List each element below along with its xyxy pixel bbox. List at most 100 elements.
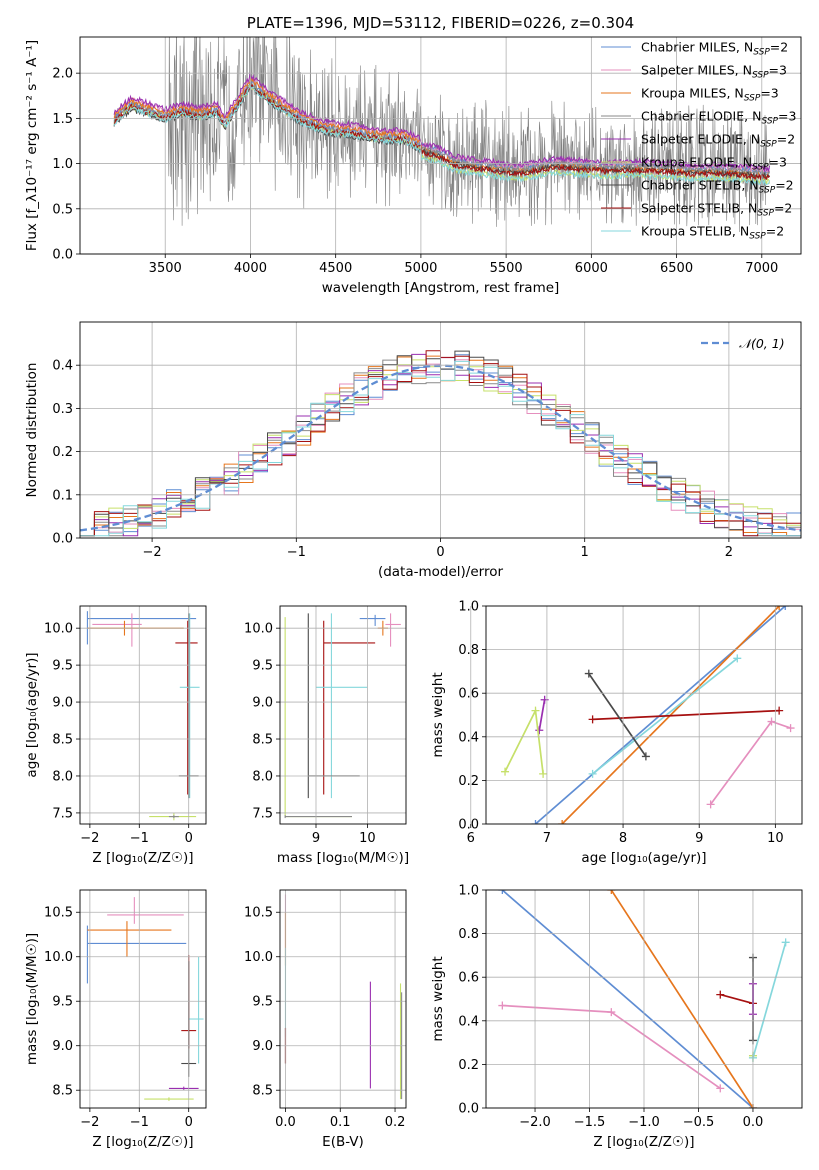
tick-label-x: 8 xyxy=(619,831,627,846)
tick-label-y: 8.0 xyxy=(52,769,73,784)
x-axis-label: (data-model)/error xyxy=(378,564,504,580)
tick-label-x: 10 xyxy=(359,831,376,846)
tick-label-y: 7.5 xyxy=(252,806,273,821)
y-axis-label: mass [log₁₀(M/M☉)] xyxy=(24,933,40,1065)
tick-label-y: 9.0 xyxy=(52,696,73,711)
tick-label-y: 10.0 xyxy=(44,622,73,637)
tick-label-y: 8.5 xyxy=(52,733,73,748)
tick-label-x: 3500 xyxy=(149,261,182,276)
tick-label-x: −1 xyxy=(130,1115,149,1130)
tick-label-y: 0.4 xyxy=(52,359,73,374)
weight-line xyxy=(752,942,787,1059)
tick-label-y: 0.8 xyxy=(458,643,479,658)
tick-label-x: −2 xyxy=(80,1115,99,1130)
weight-marker xyxy=(607,1008,616,1017)
weight-marker xyxy=(781,938,790,947)
tick-label-y: 9.5 xyxy=(52,659,73,674)
tick-label-x: −1 xyxy=(130,831,149,846)
model-line-chabrier-elodie xyxy=(113,82,771,177)
tick-label-y: 0.1 xyxy=(52,488,73,503)
legend-label: Salpeter MILES, NSSP=3 xyxy=(641,63,787,81)
legend-label: Chabrier MILES, NSSP=2 xyxy=(641,40,788,58)
tick-label-x: 2 xyxy=(725,545,733,560)
weight-marker xyxy=(588,715,597,724)
weight-marker xyxy=(531,820,540,824)
tick-label-y: 0.2 xyxy=(458,774,479,789)
weight-marker xyxy=(607,890,616,894)
weight-marker xyxy=(588,769,597,778)
weight-line xyxy=(709,720,791,805)
x-axis-label: E(B-V) xyxy=(322,1134,364,1150)
spectrum-title: PLATE=1396, MJD=53112, FIBERID=0226, z=0… xyxy=(247,14,634,32)
tick-label-x: 6 xyxy=(467,831,475,846)
tick-label-x: 0.1 xyxy=(330,1115,351,1130)
tick-label-x: 0.0 xyxy=(275,1115,296,1130)
tick-label-y: 10.0 xyxy=(244,622,273,637)
tick-label-x: 1 xyxy=(581,545,589,560)
age_vs_mass-plot-area xyxy=(284,613,401,819)
tick-label-x: 0 xyxy=(185,1115,193,1130)
y-axis-label: age [log₁₀(age/yr)] xyxy=(24,652,40,777)
weight-marker xyxy=(539,769,548,778)
weight-marker xyxy=(540,695,549,704)
legend-label: Salpeter STELIB, NSSP=2 xyxy=(641,201,792,219)
weight-marker xyxy=(584,669,593,678)
legend-label: Kroupa MILES, NSSP=3 xyxy=(641,86,779,104)
tick-label-y: 8.5 xyxy=(52,1084,73,1099)
tick-label-x: 0 xyxy=(436,545,444,560)
tick-label-y: 0.0 xyxy=(458,1102,479,1117)
y-axis-label: Normed distribution xyxy=(24,363,40,498)
tick-label-x: −1.0 xyxy=(628,1115,660,1130)
legend-label: 𝒩(0, 1) xyxy=(739,336,785,351)
tick-label-y: 9.5 xyxy=(252,659,273,674)
weight-marker xyxy=(641,752,650,761)
tick-label-y: 8.5 xyxy=(252,1084,273,1099)
legend-label: Salpeter ELODIE, NSSP=2 xyxy=(641,132,795,150)
x-axis-label: wavelength [Angstrom, rest frame] xyxy=(322,280,560,296)
tick-label-y: 10.5 xyxy=(244,906,273,921)
tick-label-x: −2 xyxy=(143,545,162,560)
tick-label-y: 10.0 xyxy=(244,950,273,965)
tick-label-x: 6000 xyxy=(575,261,608,276)
weight-marker xyxy=(706,800,715,809)
tick-label-x: 0.0 xyxy=(743,1115,764,1130)
x-axis-label: Z [log₁₀(Z/Z☉)] xyxy=(593,1134,694,1150)
weight-marker xyxy=(716,1084,725,1093)
tick-label-y: 0.0 xyxy=(52,532,73,547)
weight-marker xyxy=(498,1001,507,1010)
x-axis-label: mass [log₁₀(M/M☉)] xyxy=(277,850,409,866)
axes-frame xyxy=(79,889,207,1109)
tick-label-y: 0.8 xyxy=(458,927,479,942)
weight-line xyxy=(501,890,754,1108)
axes-frame xyxy=(279,605,407,825)
weight-marker xyxy=(781,606,790,610)
weight-line xyxy=(720,993,754,1005)
tick-label-y: 10.0 xyxy=(44,950,73,965)
model-line-chabrier-miles xyxy=(113,81,770,176)
axes-frame xyxy=(485,889,803,1109)
weight-marker xyxy=(558,820,567,824)
tick-label-y: 9.0 xyxy=(252,1039,273,1054)
tick-label-y: 0.3 xyxy=(52,402,73,417)
tick-label-y: 1.0 xyxy=(52,157,73,172)
legend-label: Kroupa STELIB, NSSP=2 xyxy=(641,224,784,242)
axes-frame xyxy=(79,605,207,825)
tick-label-y: 9.0 xyxy=(52,1039,73,1054)
tick-label-y: 0.2 xyxy=(458,1058,479,1073)
axes-frame xyxy=(79,321,802,539)
tick-label-y: 0.2 xyxy=(52,445,73,460)
tick-label-y: 0.4 xyxy=(458,1014,479,1029)
y-axis-label: mass weight xyxy=(430,672,446,757)
tick-label-y: 9.5 xyxy=(52,995,73,1010)
x-axis-label: Z [log₁₀(Z/Z☉)] xyxy=(92,850,193,866)
x-axis-label: Z [log₁₀(Z/Z☉)] xyxy=(92,1134,193,1150)
weight-marker xyxy=(733,654,742,663)
tick-label-y: 1.5 xyxy=(52,112,73,127)
tick-label-x: 6500 xyxy=(660,261,693,276)
tick-label-y: 0.6 xyxy=(458,971,479,986)
tick-label-x: 9 xyxy=(312,831,320,846)
tick-label-x: 7000 xyxy=(745,261,778,276)
age_vs_Z-plot-area xyxy=(86,611,200,821)
axes-frame xyxy=(79,36,802,255)
